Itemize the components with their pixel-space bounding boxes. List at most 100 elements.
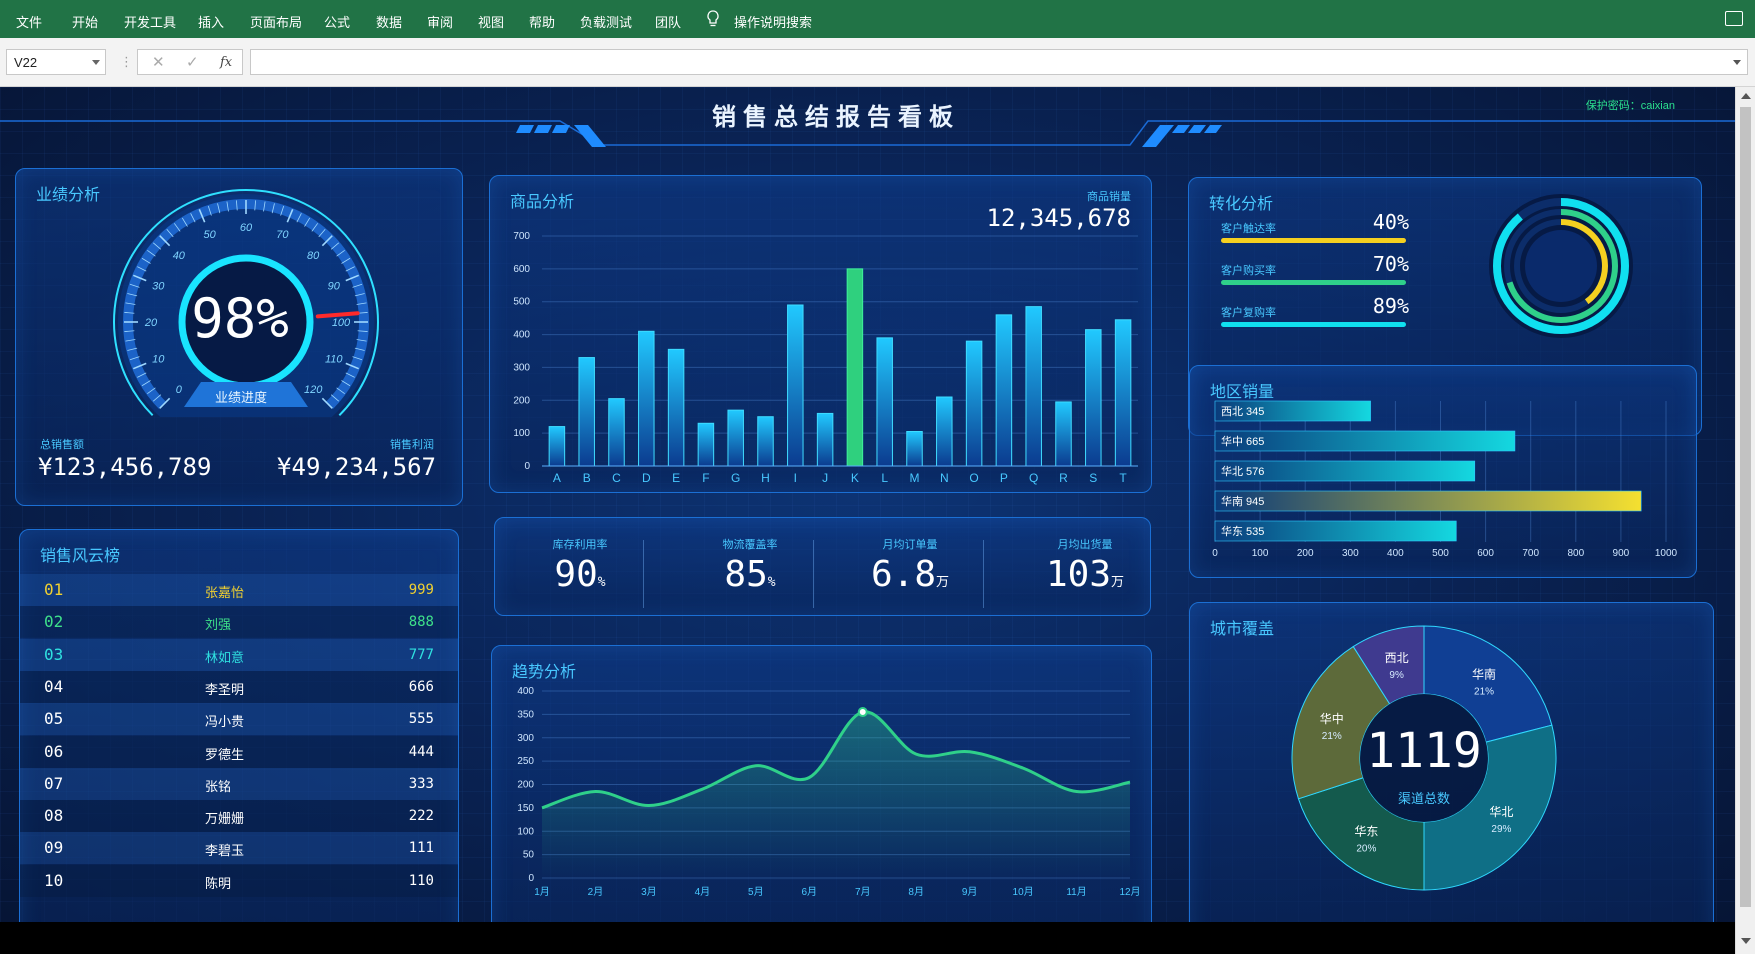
lightbulb-icon[interactable] xyxy=(706,10,720,28)
ranking-row: 10 陈明 110 xyxy=(20,864,458,897)
x-tick-label: H xyxy=(761,471,770,485)
ranking-row: 01 张嘉怡 999 xyxy=(20,574,458,606)
gauge-tick xyxy=(137,266,147,272)
ranking-rank: 08 xyxy=(44,806,64,826)
bar xyxy=(995,314,1013,467)
gauge-tick-label: 20 xyxy=(144,317,158,329)
tab-review[interactable]: 审阅 xyxy=(427,15,454,30)
tab-formulas[interactable]: 公式 xyxy=(324,15,351,30)
x-tick-label: D xyxy=(642,471,651,485)
gauge-tick xyxy=(354,347,365,351)
conversion-value: 40% xyxy=(1372,210,1409,234)
kpi-inventory: 库存利用率 90% xyxy=(495,518,665,615)
kpi-value: 90% xyxy=(554,554,606,595)
gauge-tick xyxy=(336,387,345,395)
vertical-scrollbar[interactable] xyxy=(1735,87,1755,954)
gauge-tick xyxy=(159,397,171,409)
tab-developer[interactable]: 开发工具 xyxy=(124,15,177,30)
ranking-value: 222 xyxy=(408,808,434,825)
more-options-icon[interactable]: ⋮ xyxy=(120,54,133,69)
gauge-tick xyxy=(296,213,302,223)
title-bar: 销售总结报告看板 保护密码：caixian xyxy=(0,87,1735,157)
gauge-tick xyxy=(129,356,140,361)
tell-me-search[interactable]: 操作说明搜索 xyxy=(734,15,813,30)
ranking-name: 林如意 xyxy=(205,649,245,665)
ranking-rank: 10 xyxy=(44,870,64,890)
profit-value: ¥49,234,567 xyxy=(277,453,436,481)
comments-icon[interactable] xyxy=(1725,11,1743,26)
y-tick-label: 200 xyxy=(517,780,534,791)
gauge-tick xyxy=(330,242,340,250)
x-tick-label: 6月 xyxy=(801,886,817,898)
expand-formula-icon[interactable] xyxy=(1733,60,1741,65)
y-tick-label: 300 xyxy=(513,362,530,373)
tab-view[interactable]: 视图 xyxy=(478,15,505,30)
profit-label: 销售利润 xyxy=(390,439,434,451)
ranking-row: 03 林如意 777 xyxy=(20,638,458,671)
tab-home[interactable]: 开始 xyxy=(72,15,99,30)
tab-insert[interactable]: 插入 xyxy=(198,15,225,30)
gauge-tick-label: 50 xyxy=(204,229,217,241)
x-tick-label: 11月 xyxy=(1066,886,1086,898)
x-tick-label: B xyxy=(583,471,591,485)
conversion-value: 89% xyxy=(1372,294,1409,318)
chevron-down-icon[interactable] xyxy=(92,60,100,65)
gauge-tick xyxy=(341,257,351,264)
sheet-bottom xyxy=(0,922,1735,954)
gauge-tick xyxy=(190,213,196,223)
tab-data[interactable]: 数据 xyxy=(376,15,403,30)
gauge-tick xyxy=(152,394,162,402)
conversion-label: 客户复购率 xyxy=(1221,307,1276,319)
conversion-title: 转化分析 xyxy=(1209,196,1274,213)
kpi-divider xyxy=(643,540,644,608)
x-tick-label: N xyxy=(940,471,949,485)
x-tick-label: L xyxy=(881,471,888,485)
ribbon: 文件 开始 开发工具 插入 页面布局 公式 数据 审阅 视图 帮助 负载测试 团… xyxy=(0,0,1755,38)
x-tick-label: 500 xyxy=(1432,548,1449,559)
gauge-tick xyxy=(341,380,351,387)
gauge-tick xyxy=(356,339,367,342)
cancel-icon[interactable]: ✕ xyxy=(152,54,165,71)
gauge-tick-label: 80 xyxy=(307,250,320,262)
kpi-label: 库存利用率 xyxy=(552,539,608,551)
gauge-tick xyxy=(147,387,156,395)
name-box[interactable]: V22 xyxy=(6,49,106,75)
gauge-tick xyxy=(207,205,212,216)
y-tick-label: 100 xyxy=(513,428,530,439)
ranking-name: 张嘉怡 xyxy=(205,585,245,600)
scroll-thumb[interactable] xyxy=(1740,107,1751,907)
formula-input[interactable] xyxy=(250,49,1748,75)
gauge-tick-label: 70 xyxy=(276,229,289,241)
gauge-tick xyxy=(124,312,135,314)
city-center-value: 1119 xyxy=(1366,723,1482,779)
x-tick-label: 10月 xyxy=(1013,886,1034,898)
y-tick-label: 300 xyxy=(517,733,534,744)
y-tick-label: 400 xyxy=(517,686,534,697)
scroll-up-icon[interactable] xyxy=(1741,93,1751,99)
donut-slice-label: 西北 xyxy=(1385,651,1409,665)
ranking-row: 08 万姗姗 222 xyxy=(20,800,458,833)
kpi-value: 85% xyxy=(724,554,776,595)
y-tick-label: 150 xyxy=(517,803,534,814)
tab-load-test[interactable]: 负载测试 xyxy=(580,15,633,30)
gauge-tick xyxy=(198,208,206,223)
gauge-tick xyxy=(345,274,360,282)
tab-page-layout[interactable]: 页面布局 xyxy=(250,15,303,30)
insert-function-icon[interactable]: fx xyxy=(220,55,233,70)
gauge-needle xyxy=(315,311,360,319)
x-tick-label: O xyxy=(969,471,978,485)
x-tick-label: 600 xyxy=(1477,548,1494,559)
x-tick-label: M xyxy=(910,471,920,485)
tab-help[interactable]: 帮助 xyxy=(529,15,556,30)
x-tick-label: 12月 xyxy=(1119,886,1140,898)
ranking-name: 李碧玉 xyxy=(205,843,245,859)
tab-file[interactable]: 文件 xyxy=(16,15,43,30)
scroll-down-icon[interactable] xyxy=(1741,938,1751,944)
gauge-tick xyxy=(147,249,156,257)
tab-team[interactable]: 团队 xyxy=(655,15,682,30)
confirm-icon[interactable]: ✓ xyxy=(186,54,199,71)
ranking-rank: 07 xyxy=(44,773,64,793)
bar xyxy=(1085,329,1102,467)
ranking-value: 999 xyxy=(408,582,434,598)
ranking-row: 05 冯小贵 555 xyxy=(20,703,458,736)
